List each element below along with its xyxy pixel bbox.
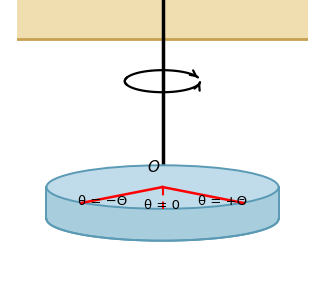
Polygon shape <box>46 187 279 219</box>
Ellipse shape <box>46 197 279 241</box>
Text: O: O <box>148 160 160 175</box>
Ellipse shape <box>46 165 279 209</box>
Bar <box>18 0 307 39</box>
Text: θ = −Θ: θ = −Θ <box>78 195 127 208</box>
Text: θ = 0: θ = 0 <box>145 200 180 212</box>
Text: θ = +Θ: θ = +Θ <box>198 195 247 208</box>
